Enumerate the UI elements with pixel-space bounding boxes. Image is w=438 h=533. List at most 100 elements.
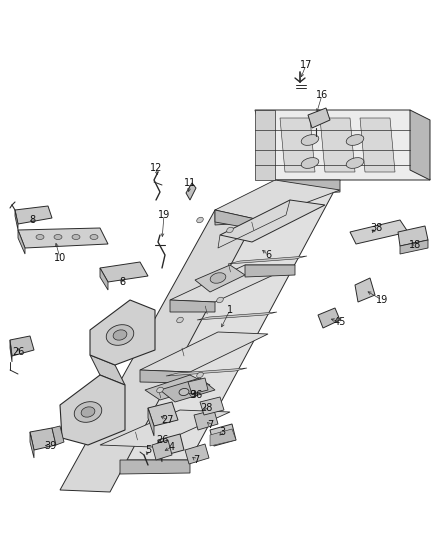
Text: 28: 28 xyxy=(200,403,212,413)
Ellipse shape xyxy=(227,227,233,233)
Ellipse shape xyxy=(301,158,319,168)
Polygon shape xyxy=(355,278,375,302)
Ellipse shape xyxy=(301,135,319,146)
Polygon shape xyxy=(220,200,325,242)
Polygon shape xyxy=(10,336,34,356)
Polygon shape xyxy=(148,408,154,436)
Polygon shape xyxy=(318,308,340,328)
Polygon shape xyxy=(186,183,196,200)
Polygon shape xyxy=(160,378,215,402)
Polygon shape xyxy=(200,397,224,415)
Polygon shape xyxy=(185,444,209,464)
Polygon shape xyxy=(400,240,428,254)
Polygon shape xyxy=(245,265,295,277)
Polygon shape xyxy=(360,118,395,172)
Ellipse shape xyxy=(197,372,203,378)
Ellipse shape xyxy=(157,387,163,393)
Text: 27: 27 xyxy=(162,415,174,425)
Polygon shape xyxy=(215,180,340,220)
Polygon shape xyxy=(215,210,260,225)
Polygon shape xyxy=(280,118,315,172)
Ellipse shape xyxy=(74,402,102,422)
Text: 18: 18 xyxy=(409,240,421,250)
Text: 6: 6 xyxy=(265,250,271,260)
Polygon shape xyxy=(255,110,430,180)
Polygon shape xyxy=(398,226,428,246)
Ellipse shape xyxy=(346,158,364,168)
Polygon shape xyxy=(215,210,260,230)
Text: 3: 3 xyxy=(219,427,225,437)
Polygon shape xyxy=(320,118,355,172)
Text: 8: 8 xyxy=(119,277,125,287)
Text: 11: 11 xyxy=(184,178,196,188)
Polygon shape xyxy=(145,375,210,400)
Polygon shape xyxy=(140,370,190,383)
Text: 19: 19 xyxy=(376,295,388,305)
Polygon shape xyxy=(170,300,215,312)
Polygon shape xyxy=(100,410,230,447)
Ellipse shape xyxy=(106,325,134,345)
Polygon shape xyxy=(152,440,172,460)
Ellipse shape xyxy=(210,273,226,283)
Polygon shape xyxy=(188,378,208,394)
Polygon shape xyxy=(195,265,245,292)
Polygon shape xyxy=(255,110,275,180)
Polygon shape xyxy=(100,268,108,290)
Ellipse shape xyxy=(90,235,98,239)
Text: 26: 26 xyxy=(12,347,24,357)
Polygon shape xyxy=(15,206,52,224)
Polygon shape xyxy=(308,108,330,128)
Polygon shape xyxy=(30,432,34,458)
Polygon shape xyxy=(410,110,430,180)
Polygon shape xyxy=(60,210,260,492)
Polygon shape xyxy=(228,256,307,264)
Ellipse shape xyxy=(177,317,183,323)
Polygon shape xyxy=(158,440,162,462)
Polygon shape xyxy=(210,424,236,446)
Ellipse shape xyxy=(197,217,203,223)
Ellipse shape xyxy=(81,407,95,417)
Polygon shape xyxy=(148,402,178,426)
Polygon shape xyxy=(100,262,148,282)
Polygon shape xyxy=(158,434,184,456)
Polygon shape xyxy=(120,460,190,474)
Ellipse shape xyxy=(72,235,80,239)
Polygon shape xyxy=(350,220,408,244)
Text: 39: 39 xyxy=(44,441,56,451)
Text: 9: 9 xyxy=(189,390,195,400)
Polygon shape xyxy=(52,426,64,445)
Polygon shape xyxy=(10,340,12,362)
Text: 12: 12 xyxy=(150,163,162,173)
Ellipse shape xyxy=(54,235,62,239)
Text: 26: 26 xyxy=(156,435,168,445)
Text: 45: 45 xyxy=(334,317,346,327)
Polygon shape xyxy=(15,210,18,230)
Polygon shape xyxy=(210,429,236,446)
Text: 7: 7 xyxy=(193,455,199,465)
Polygon shape xyxy=(197,312,277,320)
Polygon shape xyxy=(194,410,218,430)
Ellipse shape xyxy=(346,135,364,146)
Polygon shape xyxy=(275,180,340,195)
Polygon shape xyxy=(170,265,295,302)
Polygon shape xyxy=(140,332,268,372)
Ellipse shape xyxy=(36,235,44,239)
Polygon shape xyxy=(18,230,25,254)
Text: 17: 17 xyxy=(300,60,312,70)
Polygon shape xyxy=(166,368,247,376)
Text: 16: 16 xyxy=(316,90,328,100)
Polygon shape xyxy=(30,428,56,450)
Ellipse shape xyxy=(179,389,189,395)
Text: 8: 8 xyxy=(29,215,35,225)
Polygon shape xyxy=(18,228,108,248)
Text: 38: 38 xyxy=(370,223,382,233)
Text: 7: 7 xyxy=(207,420,213,430)
Text: 1: 1 xyxy=(227,305,233,315)
Text: 36: 36 xyxy=(190,390,202,400)
Polygon shape xyxy=(120,180,340,460)
Text: 4: 4 xyxy=(169,442,175,452)
Polygon shape xyxy=(60,375,125,445)
Ellipse shape xyxy=(113,330,127,340)
Polygon shape xyxy=(90,355,125,385)
Text: 5: 5 xyxy=(145,445,151,455)
